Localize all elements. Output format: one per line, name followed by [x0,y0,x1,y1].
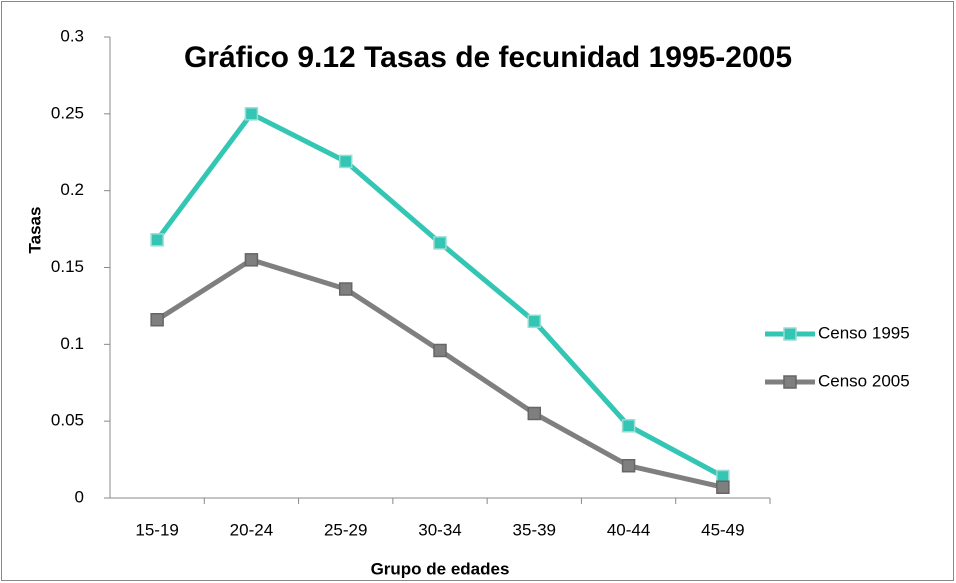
legend-label: Censo 1995 [818,323,910,342]
legend-label: Censo 2005 [818,371,910,390]
data-point [621,458,636,473]
y-tick-label: 0.2 [60,180,84,199]
x-tick-label: 15-19 [135,520,178,539]
y-tick-label: 0.3 [60,26,84,45]
x-tick-label: 30-34 [418,520,461,539]
x-tick-label: 40-44 [607,520,650,539]
data-point [621,419,636,433]
x-axis-title: Grupo de edades [371,559,510,578]
legend-marker [783,327,797,341]
y-tick-label: 0.1 [60,334,84,353]
data-point [244,107,259,121]
x-tick-label: 35-39 [513,520,556,539]
y-tick-label: 0.25 [51,103,84,122]
data-point [338,282,353,296]
x-tick-label: 20-24 [230,520,273,539]
data-point [527,314,542,329]
data-point [527,406,542,421]
data-point [150,312,164,327]
data-point [338,154,353,169]
data-point [433,343,447,358]
data-point [433,236,447,250]
x-tick-label: 25-29 [324,520,367,539]
y-tick-label: 0.15 [51,257,84,276]
chart-title: Gráfico 9.12 Tasas de fecunidad 1995-200… [183,41,793,74]
y-tick-label: 0 [75,487,84,506]
x-tick-label: 45-49 [701,520,744,539]
data-point [716,480,730,494]
y-axis-title: Tasas [25,207,44,254]
data-point [150,233,164,247]
data-point [244,253,259,267]
y-tick-label: 0.05 [51,411,84,430]
legend-marker [783,375,797,389]
